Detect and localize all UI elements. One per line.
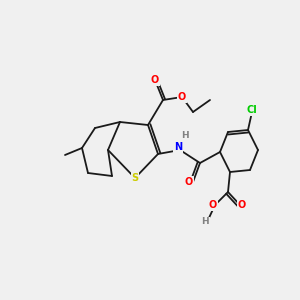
Text: H: H: [201, 218, 209, 226]
Text: O: O: [178, 92, 186, 102]
Text: O: O: [185, 177, 193, 187]
Text: H: H: [181, 131, 189, 140]
Text: Cl: Cl: [247, 105, 257, 115]
Text: O: O: [151, 75, 159, 85]
Text: N: N: [174, 142, 182, 152]
Text: O: O: [209, 200, 217, 210]
Text: O: O: [238, 200, 246, 210]
Text: S: S: [131, 173, 139, 183]
